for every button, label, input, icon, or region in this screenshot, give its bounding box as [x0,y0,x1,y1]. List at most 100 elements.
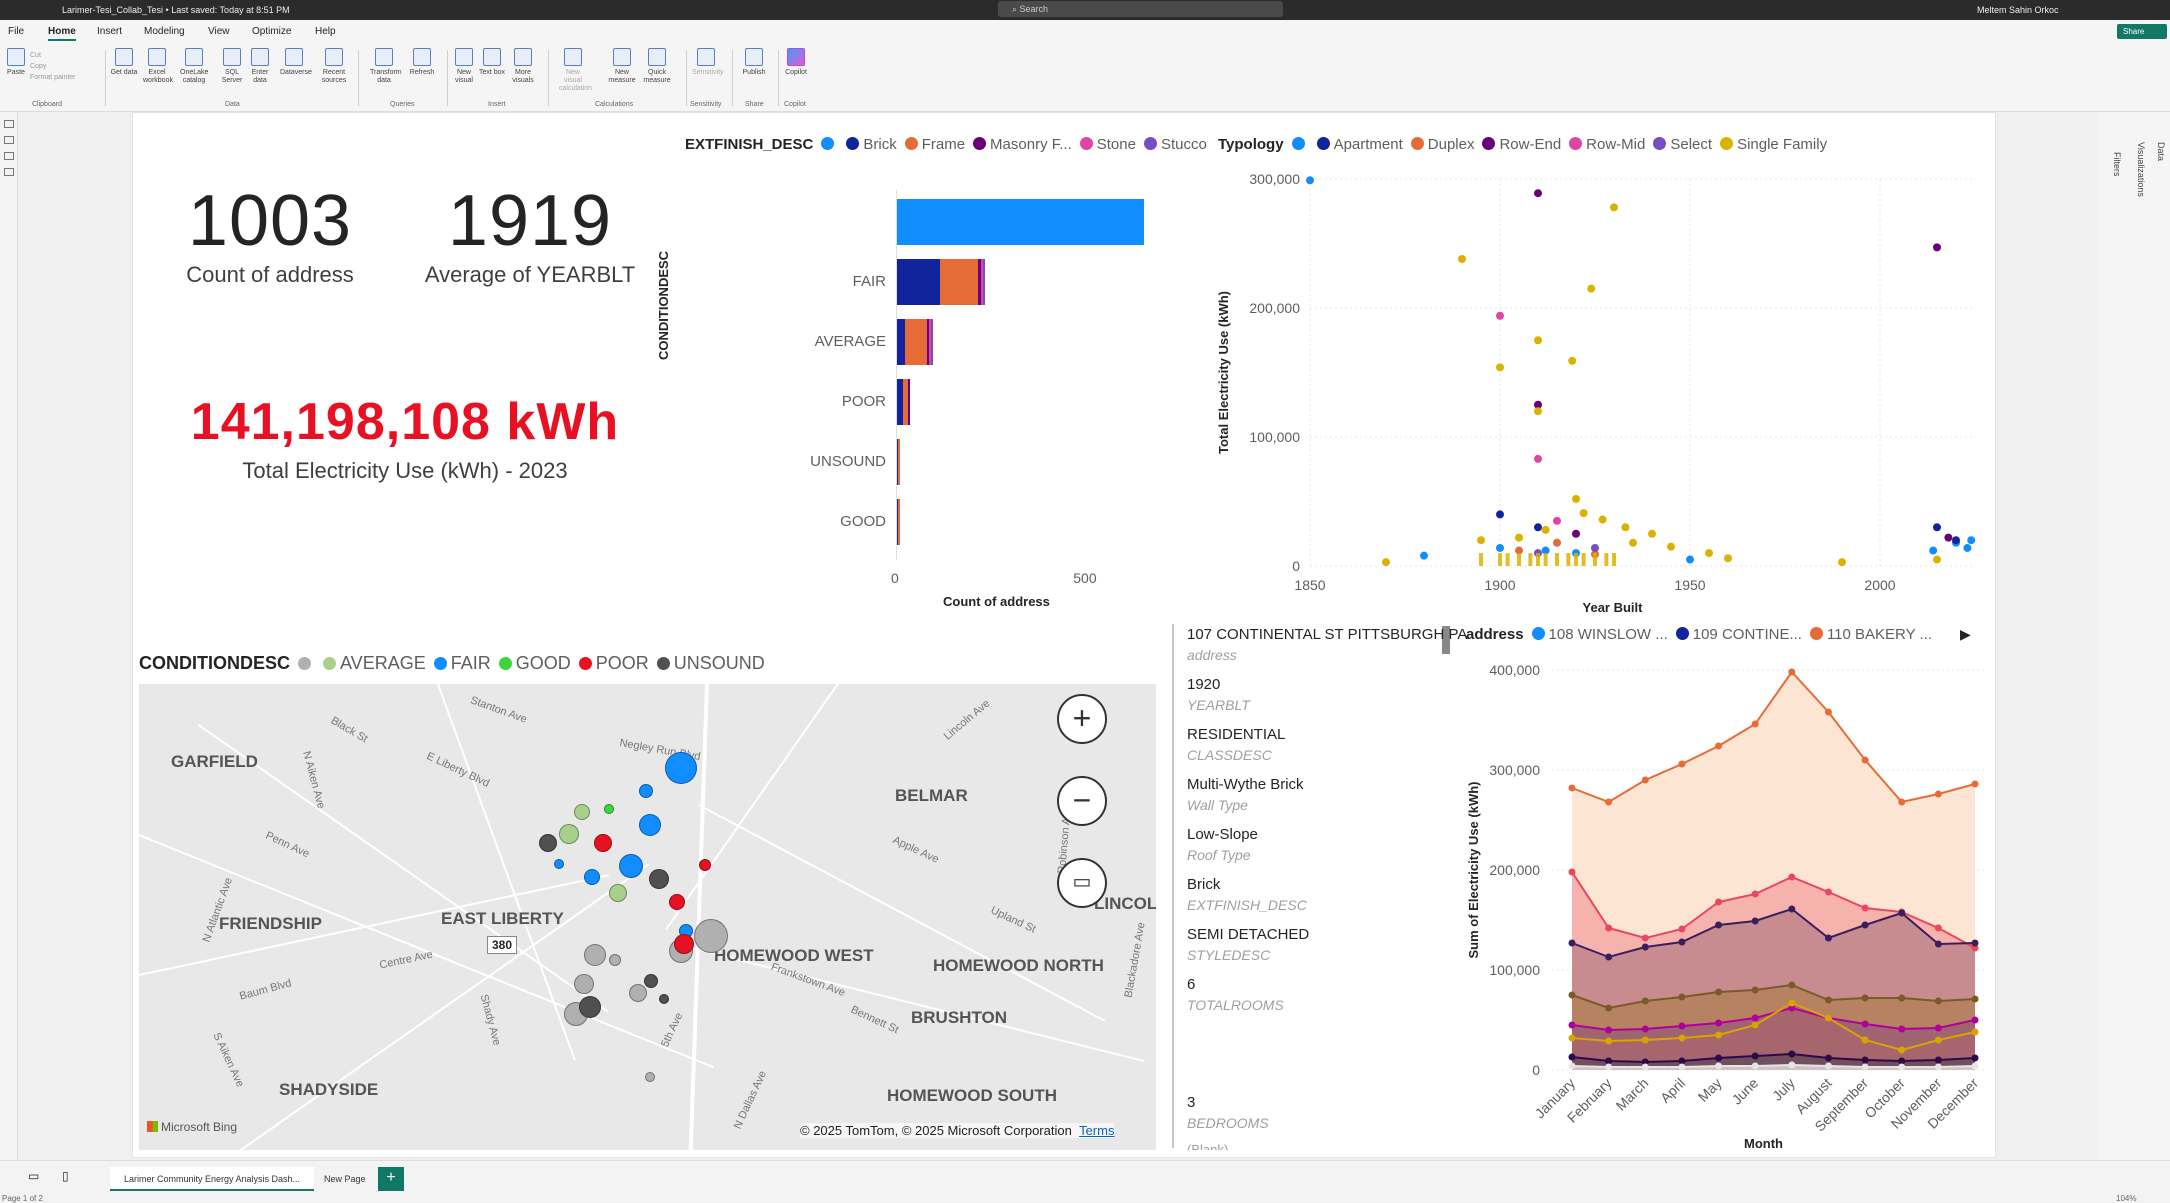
bar-segment[interactable] [928,319,931,365]
card-field[interactable]: Low-Slope Roof Type [1187,826,1258,863]
zoom-in-button[interactable]: + [1057,694,1107,744]
menu-view[interactable]: View [208,26,230,37]
legend-item[interactable]: Brick [863,136,897,153]
dax-view-icon[interactable] [3,168,14,176]
paste-button[interactable]: Paste [2,48,30,77]
kpi-total-card[interactable]: 141,198,108 kWh Total Electricity Use (k… [160,392,650,484]
map-bubble[interactable] [539,834,557,852]
bar-segment[interactable] [907,379,910,425]
legend-item[interactable]: GOOD [515,653,571,673]
map-bubble[interactable] [619,854,643,878]
share-button[interactable]: Share [2117,24,2167,39]
map-bubble[interactable] [609,954,621,966]
cut-button[interactable]: Cut [30,52,41,59]
refresh-button[interactable]: Refresh [408,48,436,77]
card-field[interactable]: RESIDENTIAL CLASSDESC [1187,726,1285,763]
map-bubble[interactable] [699,859,711,871]
zoom-out-button[interactable]: − [1057,776,1107,826]
filters-pane-tab[interactable]: Filters [2112,152,2122,177]
card-scrollbar[interactable] [1442,626,1450,654]
visual-calc-button[interactable]: New visual calculation [559,48,592,93]
map-bubble[interactable] [665,752,697,784]
terms-link[interactable]: Terms [1079,1123,1115,1138]
map-bubble[interactable] [594,834,612,852]
legend-item[interactable]: Row-End [1499,136,1562,153]
map-bubble[interactable] [559,824,579,844]
map-bubble[interactable] [629,984,647,1002]
menu-modeling[interactable]: Modeling [144,26,185,37]
map-bubble[interactable] [584,869,600,885]
monthly-area-chart[interactable]: 0100,000200,000300,000400,000JanuaryFebr… [1460,650,2000,1160]
bar-segment[interactable] [930,319,933,365]
publish-button[interactable]: Publish [740,48,768,77]
legend-item[interactable]: AVERAGE [340,653,426,673]
table-view-icon[interactable] [3,136,14,144]
dataverse-button[interactable]: Dataverse [280,48,312,77]
bar-segment[interactable] [978,259,981,305]
card-field[interactable]: 6 TOTALROOMS [1187,976,1284,1013]
bar-segment[interactable] [898,439,900,485]
legend-item[interactable]: Apartment [1333,136,1403,153]
sql-button[interactable]: SQL Server [218,48,246,85]
search-box[interactable]: ⌕ Search [998,1,1283,17]
tab-dashboard[interactable]: Larimer Community Energy Analysis Dash..… [110,1167,315,1191]
user-name[interactable]: Meltem Sahin Orkoc [1977,5,2059,15]
new-measure-button[interactable]: New measure [608,48,636,85]
legend-item[interactable]: 109 CONTINE... [1692,626,1802,643]
map-bubble[interactable] [604,804,614,814]
quick-measure-button[interactable]: Quick measure [643,48,671,85]
bar-segment[interactable] [896,319,906,365]
visualizations-pane-tab[interactable]: Visualizations [2136,142,2146,197]
year-built-scatter[interactable]: 0 100,000 200,000 300,000 1850 1900 1950 2000 Ye… [1210,160,2000,620]
map-bubble[interactable] [554,859,564,869]
copilot-button[interactable]: Copilot [782,48,810,77]
legend-item[interactable]: FAIR [450,653,491,673]
report-view-icon[interactable] [3,120,14,128]
map-bubble[interactable] [584,944,606,966]
map-bubble[interactable] [649,869,669,889]
legend-item[interactable]: Select [1670,136,1713,153]
bar-segment[interactable] [982,259,985,305]
map-bubble[interactable] [639,814,661,836]
bar-segment[interactable] [896,199,1144,245]
get-data-button[interactable]: Get data [110,48,138,77]
map-bubble[interactable] [574,804,590,820]
legend-item[interactable]: Stucco [1160,136,1207,153]
card-field[interactable]: 107 CONTINENTAL ST PITTSBURGH PA address [1187,626,1467,663]
enter-data-button[interactable]: Enter data [246,48,274,85]
menu-insert[interactable]: Insert [97,26,123,37]
legend-next-icon[interactable]: ▶ [1960,626,1971,642]
bar-segment[interactable] [926,319,929,365]
map-bubble[interactable] [674,934,694,954]
card-field[interactable]: Brick EXTFINISH_DESC [1187,876,1307,913]
map-bubble[interactable] [609,884,627,902]
condition-map[interactable]: GARFIELD BELMAR FRIENDSHIP EAST LIBERTY … [139,684,1156,1150]
tab-new-page[interactable]: New Page [324,1174,366,1184]
card-field[interactable]: Multi-Wythe Brick Wall Type [1187,776,1304,813]
zoom-level[interactable]: 104% [2116,1194,2137,1203]
card-field[interactable]: 1920 YEARBLT [1187,676,1250,713]
mobile-layout-icon[interactable]: ▯ [62,1169,69,1183]
map-bubble[interactable] [644,974,658,988]
kpi-avg-card[interactable]: 1919 Average of YEARBLT [415,180,645,288]
copy-button[interactable]: Copy [30,63,47,70]
map-bubble[interactable] [579,996,601,1018]
legend-item[interactable]: 108 WINSLOW ... [1548,626,1668,643]
legend-item[interactable]: Stone [1096,136,1136,153]
bar-segment[interactable] [896,379,903,425]
map-bubble[interactable] [694,919,728,953]
onelake-button[interactable]: OneLake catalog [180,48,208,85]
kpi-count-card[interactable]: 1003 Count of address [160,180,380,288]
excel-button[interactable]: Excel workbook [143,48,173,85]
sensitivity-button[interactable]: Sensitivity [692,48,724,77]
card-field[interactable]: SEMI DETACHED STYLEDESC [1187,926,1309,963]
map-bubble[interactable] [645,1072,655,1082]
more-visuals-button[interactable]: More visuals [509,48,537,85]
bar-segment[interactable] [905,319,927,365]
legend-item[interactable]: Row-Mid [1586,136,1646,153]
transform-button[interactable]: Transform data [370,48,402,85]
bar-segment[interactable] [896,499,898,545]
bar-segment[interactable] [902,379,908,425]
data-pane-tab[interactable]: Data [2156,142,2166,162]
legend-item[interactable]: UNSOUND [673,653,765,673]
